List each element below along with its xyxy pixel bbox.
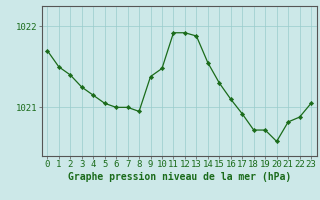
X-axis label: Graphe pression niveau de la mer (hPa): Graphe pression niveau de la mer (hPa) bbox=[68, 172, 291, 182]
